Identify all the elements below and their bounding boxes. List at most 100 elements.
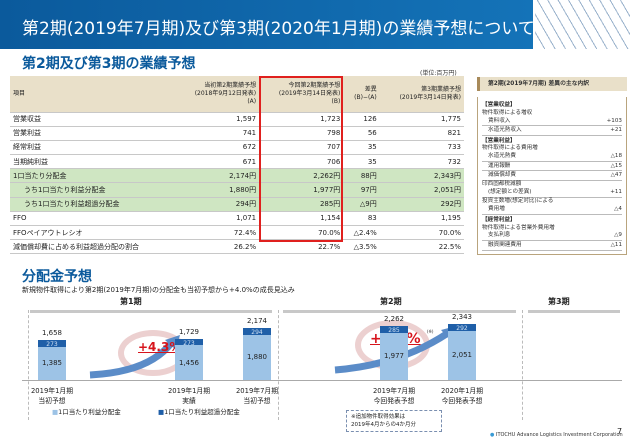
label-total: 2,174	[246, 316, 268, 325]
label-profit: 1,880	[246, 353, 268, 362]
table-cell: 1,775	[379, 112, 464, 127]
period-3: 第3期	[548, 297, 570, 306]
panel-item: 【経常利益】	[482, 216, 516, 223]
bar-profit	[380, 332, 408, 380]
baseline	[22, 380, 622, 381]
table-row: 営業収益 1,597 1,723 126 1,775	[10, 112, 464, 127]
table-cell: 798	[259, 126, 344, 141]
panel-item: 減価償却費 △47	[482, 172, 622, 181]
table-cell: 72.4%	[174, 225, 260, 241]
category-label: 2019年1月期 実績	[167, 387, 210, 405]
panel-item: 運用報酬 △15	[482, 163, 622, 172]
label-excess: 273	[183, 339, 195, 347]
bar-excess	[448, 323, 476, 331]
table-cell: うち1口当たり利益超過分配金	[10, 197, 175, 212]
panel-item: 物件取得による増収	[482, 109, 533, 116]
table-cell: 営業利益	[10, 126, 175, 141]
label-excess: 273	[46, 341, 58, 349]
table-cell: △9円	[343, 197, 380, 212]
panel-item: 水道光熱費 △18	[482, 153, 622, 163]
table-cell: FFO	[10, 211, 175, 227]
table-cell: 672	[174, 140, 260, 156]
category-label: 2019年1月期 当初予想	[30, 387, 73, 405]
table-cell: 70.0%	[259, 225, 344, 241]
label-total: 2,343	[451, 312, 473, 321]
dist-title: 分配金予想	[22, 269, 92, 285]
table-row: 当期純利益 671 706 35 732	[10, 154, 464, 170]
table-cell: 営業収益	[10, 112, 175, 127]
growth-arrow-1	[89, 339, 175, 379]
table-cell: 1口当たり分配金	[10, 168, 175, 184]
panel-item: 水道光熱収入 +21	[482, 127, 622, 136]
legend-excess: ■1口当たり利益超過分配金	[158, 408, 240, 416]
panel-item: 物件取得による費用増	[482, 145, 538, 152]
legend-profit: ■1口当たり利益分配金	[52, 408, 121, 416]
table-cell: 294円	[174, 197, 260, 212]
table-cell: 292円	[379, 197, 464, 212]
table-cell: FFOペイアウトレシオ	[10, 225, 175, 241]
category-label: 2020年1月期 今回発表予想	[440, 387, 483, 405]
table-row: うち1口当たり利益超過分配金 294円 285円 △9円 292円	[10, 197, 464, 212]
bar-profit	[243, 334, 271, 380]
bar-excess	[175, 338, 203, 346]
table-cell: 26.2%	[174, 239, 260, 255]
table-cell: 70.0%	[379, 225, 464, 241]
label-total: 1,729	[178, 327, 200, 336]
bar-profit	[38, 346, 66, 380]
highlight-box	[259, 76, 343, 242]
table-row: FFO 1,071 1,154 83 1,195	[10, 211, 464, 227]
label-excess: 294	[251, 328, 263, 336]
forecast-title: 第2期及び第3期の業績予想	[22, 56, 196, 72]
page-title: 第2期(2019年7月期)及び第3期(2020年1月期)の業績予想について	[22, 19, 535, 39]
bar-profit	[448, 330, 476, 380]
divider	[522, 310, 523, 420]
table-cell: 1,071	[174, 211, 260, 227]
table-cell: 707	[259, 140, 344, 156]
category-label: 2019年7月期 今回発表予想	[372, 387, 415, 405]
note-box: ※追加物件取得効果は 2019年4月からの4か月分	[346, 410, 442, 432]
table-cell: 706	[259, 154, 344, 170]
header-band: 第2期(2019年7月期)及び第3期(2020年1月期)の業績予想について	[0, 0, 535, 49]
panel-title: 第2期(2019年7月期) 差異の主な内訳	[477, 77, 627, 91]
decorative-pattern	[535, 0, 630, 49]
panel-item: 【営業収益】	[482, 102, 516, 108]
table-cell: 1,977円	[259, 182, 344, 198]
table-cell: 733	[379, 140, 464, 156]
table-cell: 当期純利益	[10, 154, 175, 170]
table-cell: 741	[174, 126, 260, 141]
bar-profit	[175, 345, 203, 380]
table-cell: 1,195	[379, 211, 464, 227]
table-cell: 1,154	[259, 211, 344, 227]
table-cell: うち1口当たり利益分配金	[10, 182, 175, 198]
column-header: 当初第2期業績予想 (2018年9月12日発表) (A)	[174, 76, 260, 113]
table-row: 減価償却費に占める利益超過分配の割合 26.2% 22.7% △3.5% 22.5%	[10, 239, 464, 255]
table-cell: 2,343円	[379, 168, 464, 184]
page-number: 7	[617, 427, 623, 436]
bar-excess	[38, 340, 66, 347]
table-cell: 1,880円	[174, 182, 260, 198]
panel-item: 支払利息 △9	[482, 232, 622, 242]
table-cell: 285円	[259, 197, 344, 212]
table-row: 経常利益 672 707 35 733	[10, 140, 464, 156]
table-cell: 減価償却費に占める利益超過分配の割合	[10, 239, 175, 255]
panel-item: 費用増 △4	[482, 206, 622, 215]
period-1-arrow	[30, 310, 272, 313]
label-profit: 1,456	[178, 358, 200, 367]
panel-item: 融資関連費用 △11	[482, 242, 622, 251]
panel-item: 賃料収入 +103	[482, 118, 622, 127]
period-3-arrow	[528, 310, 620, 313]
variance-panel: 第2期(2019年7月期) 差異の主な内訳 【営業収益】 物件取得による増収賃料収…	[477, 77, 627, 257]
forecast-table: 項目 当初第2期業績予想 (2018年9月12日発表) (A) 今回第2期業績予想 …	[10, 76, 464, 255]
column-header: 第3期業績予想 (2019年3月14日発表)	[379, 76, 464, 113]
table-row: 営業利益 741 798 56 821	[10, 126, 464, 141]
table-cell: 22.5%	[379, 239, 464, 255]
unit-label: (単位:百万円)	[420, 70, 457, 77]
table-cell: 1,597	[174, 112, 260, 127]
table-cell: △2.4%	[343, 225, 380, 241]
table-cell: 2,262円	[259, 168, 344, 184]
table-cell: 83	[343, 211, 380, 227]
label-profit: 1,977	[383, 352, 405, 361]
dist-subtitle: 新規物件取得により第2期(2019年7月期)の分配金も当初予想から+4.0%の成…	[22, 286, 295, 294]
table-cell: 35	[343, 140, 380, 156]
